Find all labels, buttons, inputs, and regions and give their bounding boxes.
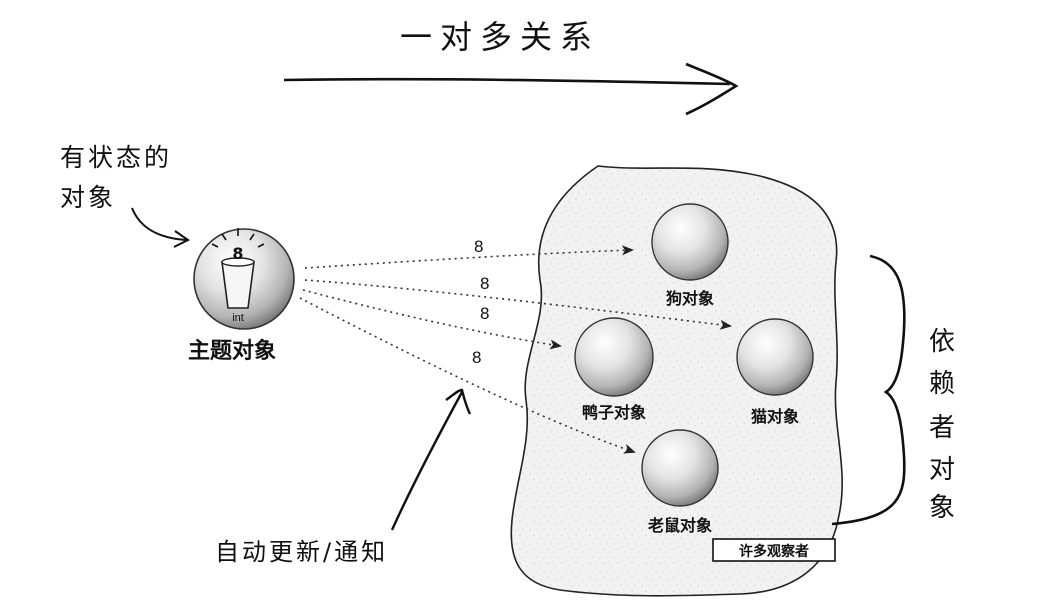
observer-duck: 鸭子对象 [574, 317, 654, 422]
subject-label: 主题对象 [188, 338, 276, 364]
dependents-char-3: 者 [929, 413, 955, 443]
dependents-char-4: 对 [929, 455, 955, 485]
observers-blob [510, 165, 843, 597]
many-observers-label: 许多观察者 [739, 543, 809, 560]
observer-dog-label: 狗对象 [666, 289, 714, 308]
auto-update-arrow [390, 388, 472, 531]
stateful-pointer-arrowhead [173, 230, 190, 248]
stateful-object-label-line1: 有状态的 [60, 143, 172, 172]
arrow-to-mouse [299, 297, 636, 454]
observer-cat: 猫对象 [736, 318, 814, 426]
arrow-to-dog [304, 245, 634, 269]
subject-type: int [232, 312, 244, 324]
dependents-char-5: 象 [929, 493, 955, 523]
stateful-object-label-line2: 对象 [60, 183, 116, 212]
one-to-many-arrow [283, 62, 739, 116]
observer-mouse: 老鼠对象 [641, 429, 719, 535]
int-cup-icon [221, 261, 255, 309]
auto-update-label: 自动更新/通知 [215, 538, 388, 566]
arrow-value-cat: 8 [480, 274, 489, 293]
observer-dog: 狗对象 [651, 203, 729, 308]
dependents-char-1: 依 [929, 327, 955, 357]
notification-arrows [299, 245, 732, 454]
arrow-value-duck: 8 [480, 304, 489, 323]
stateful-pointer-arrow [131, 207, 187, 241]
observer-mouse-label: 老鼠对象 [647, 516, 712, 535]
dependents-label: 依 赖 者 对 象 [929, 327, 955, 523]
arrow-to-cat [304, 279, 732, 330]
dependents-brace [831, 254, 906, 526]
arrow-value-dog: 8 [474, 237, 483, 256]
arrow-value-mouse: 8 [472, 348, 481, 367]
glow-rays-icon [211, 228, 265, 248]
arrow-to-duck [302, 289, 562, 350]
subject-object: 8 int [193, 228, 295, 330]
diagram-title: 一对多关系 [400, 18, 600, 56]
subject-value: 8 [232, 244, 243, 263]
many-observers-box: 许多观察者 [712, 538, 836, 562]
observer-cat-label: 猫对象 [751, 407, 799, 426]
observer-duck-label: 鸭子对象 [582, 403, 646, 422]
dependents-char-2: 赖 [929, 369, 955, 399]
